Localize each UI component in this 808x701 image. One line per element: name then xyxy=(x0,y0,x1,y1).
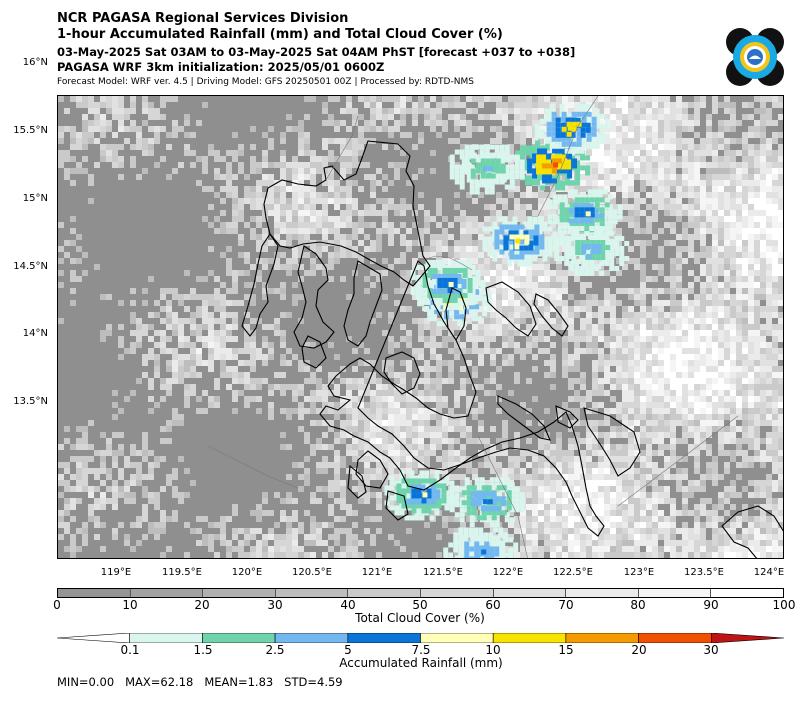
lon-label-120e: 120°E xyxy=(231,567,263,578)
rain-tick: 1.5 xyxy=(193,643,213,657)
cloud-cover-field xyxy=(58,96,783,558)
cloud-colorbar-segment xyxy=(638,589,712,597)
rain-cell xyxy=(554,226,630,277)
rain-colorbar-segment xyxy=(710,633,784,643)
title-model-info: Forecast Model: WRF ver. 4.5 | Driving M… xyxy=(57,77,474,87)
rain-cell xyxy=(449,477,525,528)
cloud-tick: 60 xyxy=(485,598,501,612)
rain-colorbar-segment xyxy=(202,633,276,643)
rain-colorbar-label: Accumulated Rainfall (mm) xyxy=(339,656,503,670)
rain-tick: 10 xyxy=(485,643,501,657)
rain-tick: 2.5 xyxy=(265,643,285,657)
title-product: 1-hour Accumulated Rainfall (mm) and Tot… xyxy=(57,27,503,42)
cloud-colorbar-segment xyxy=(58,589,131,597)
rain-cell xyxy=(410,259,486,310)
rain-colorbar-segment xyxy=(492,633,567,643)
lat-label-13-5n: 13.5°N xyxy=(13,396,48,407)
cloud-tick: 40 xyxy=(340,598,356,612)
pagasa-logo xyxy=(726,28,784,86)
lon-label-119-5e: 119.5°E xyxy=(162,567,202,578)
cloud-colorbar-segment xyxy=(493,589,567,597)
rain-colorbar-segment xyxy=(420,633,494,643)
lon-label-122e: 122°E xyxy=(492,567,524,578)
rainfall-colorbar xyxy=(57,633,784,643)
lat-label-15-5n: 15.5°N xyxy=(13,125,48,136)
lat-label-16n: 16°N xyxy=(22,57,48,68)
rain-tick: 0.1 xyxy=(120,643,140,657)
cloud-cover-colorbar xyxy=(57,588,784,598)
title-division: NCR PAGASA Regional Services Division xyxy=(57,11,349,26)
cloud-tick: 90 xyxy=(703,598,719,612)
lat-label-14-5n: 14.5°N xyxy=(13,261,48,272)
coastlines xyxy=(241,140,783,558)
rain-colorbar-segment xyxy=(565,633,639,643)
rain-tick: 15 xyxy=(558,643,574,657)
cloud-tick: 10 xyxy=(122,598,138,612)
rain-cell xyxy=(443,527,519,558)
cloud-colorbar-segment xyxy=(275,589,349,597)
map-canvas xyxy=(58,96,783,558)
rain-cell xyxy=(534,103,610,154)
cloud-tick: 50 xyxy=(412,598,428,612)
cloud-colorbar-segment xyxy=(566,589,639,597)
lat-label-15n: 15°N xyxy=(22,193,48,204)
cloud-colorbar-segment xyxy=(711,589,783,597)
cloud-tick: 0 xyxy=(53,598,61,612)
rain-colorbar-segment xyxy=(638,633,712,643)
rain-tick: 30 xyxy=(703,643,719,657)
cloud-colorbar-segment xyxy=(420,589,494,597)
rain-tick: 20 xyxy=(631,643,647,657)
rain-colorbar-segment xyxy=(57,633,130,643)
rainfall-cloud-map xyxy=(57,95,784,559)
rain-tick: 7.5 xyxy=(411,643,431,657)
cloud-tick: 30 xyxy=(267,598,283,612)
title-valid-time: 03-May-2025 Sat 03AM to 03-May-2025 Sat … xyxy=(57,45,576,59)
lon-label-119e: 119°E xyxy=(100,567,132,578)
lon-label-121-5e: 121.5°E xyxy=(423,567,463,578)
cloud-colorbar-segment xyxy=(348,589,421,597)
lon-label-121e: 121°E xyxy=(361,567,393,578)
cloud-colorbar-label: Total Cloud Cover (%) xyxy=(355,611,485,625)
rain-colorbar-segment xyxy=(129,633,203,643)
statistics-summary: MIN=0.00 MAX=62.18 MEAN=1.83 STD=4.59 xyxy=(57,675,343,689)
rain-cell xyxy=(482,216,558,267)
rain-tick: 5 xyxy=(344,643,352,657)
lat-label-14n: 14°N xyxy=(22,328,48,339)
lon-label-120-5e: 120.5°E xyxy=(292,567,332,578)
title-initialization: PAGASA WRF 3km initialization: 2025/05/0… xyxy=(57,60,385,74)
cloud-tick: 20 xyxy=(194,598,210,612)
cloud-tick: 70 xyxy=(558,598,574,612)
rain-colorbar-segment xyxy=(347,633,421,643)
lon-label-123-5e: 123.5°E xyxy=(684,567,724,578)
rain-colorbar-segment xyxy=(274,633,349,643)
province-lines xyxy=(207,96,739,558)
rain-cell xyxy=(515,140,591,191)
rain-cell xyxy=(449,144,525,195)
cloud-tick: 100 xyxy=(772,598,796,612)
cloud-tick: 80 xyxy=(630,598,646,612)
lon-label-123e: 123°E xyxy=(623,567,655,578)
lon-label-122-5e: 122.5°E xyxy=(553,567,593,578)
cloud-colorbar-segment xyxy=(203,589,276,597)
lon-label-124e: 124°E xyxy=(753,567,785,578)
cloud-colorbar-segment xyxy=(130,589,204,597)
